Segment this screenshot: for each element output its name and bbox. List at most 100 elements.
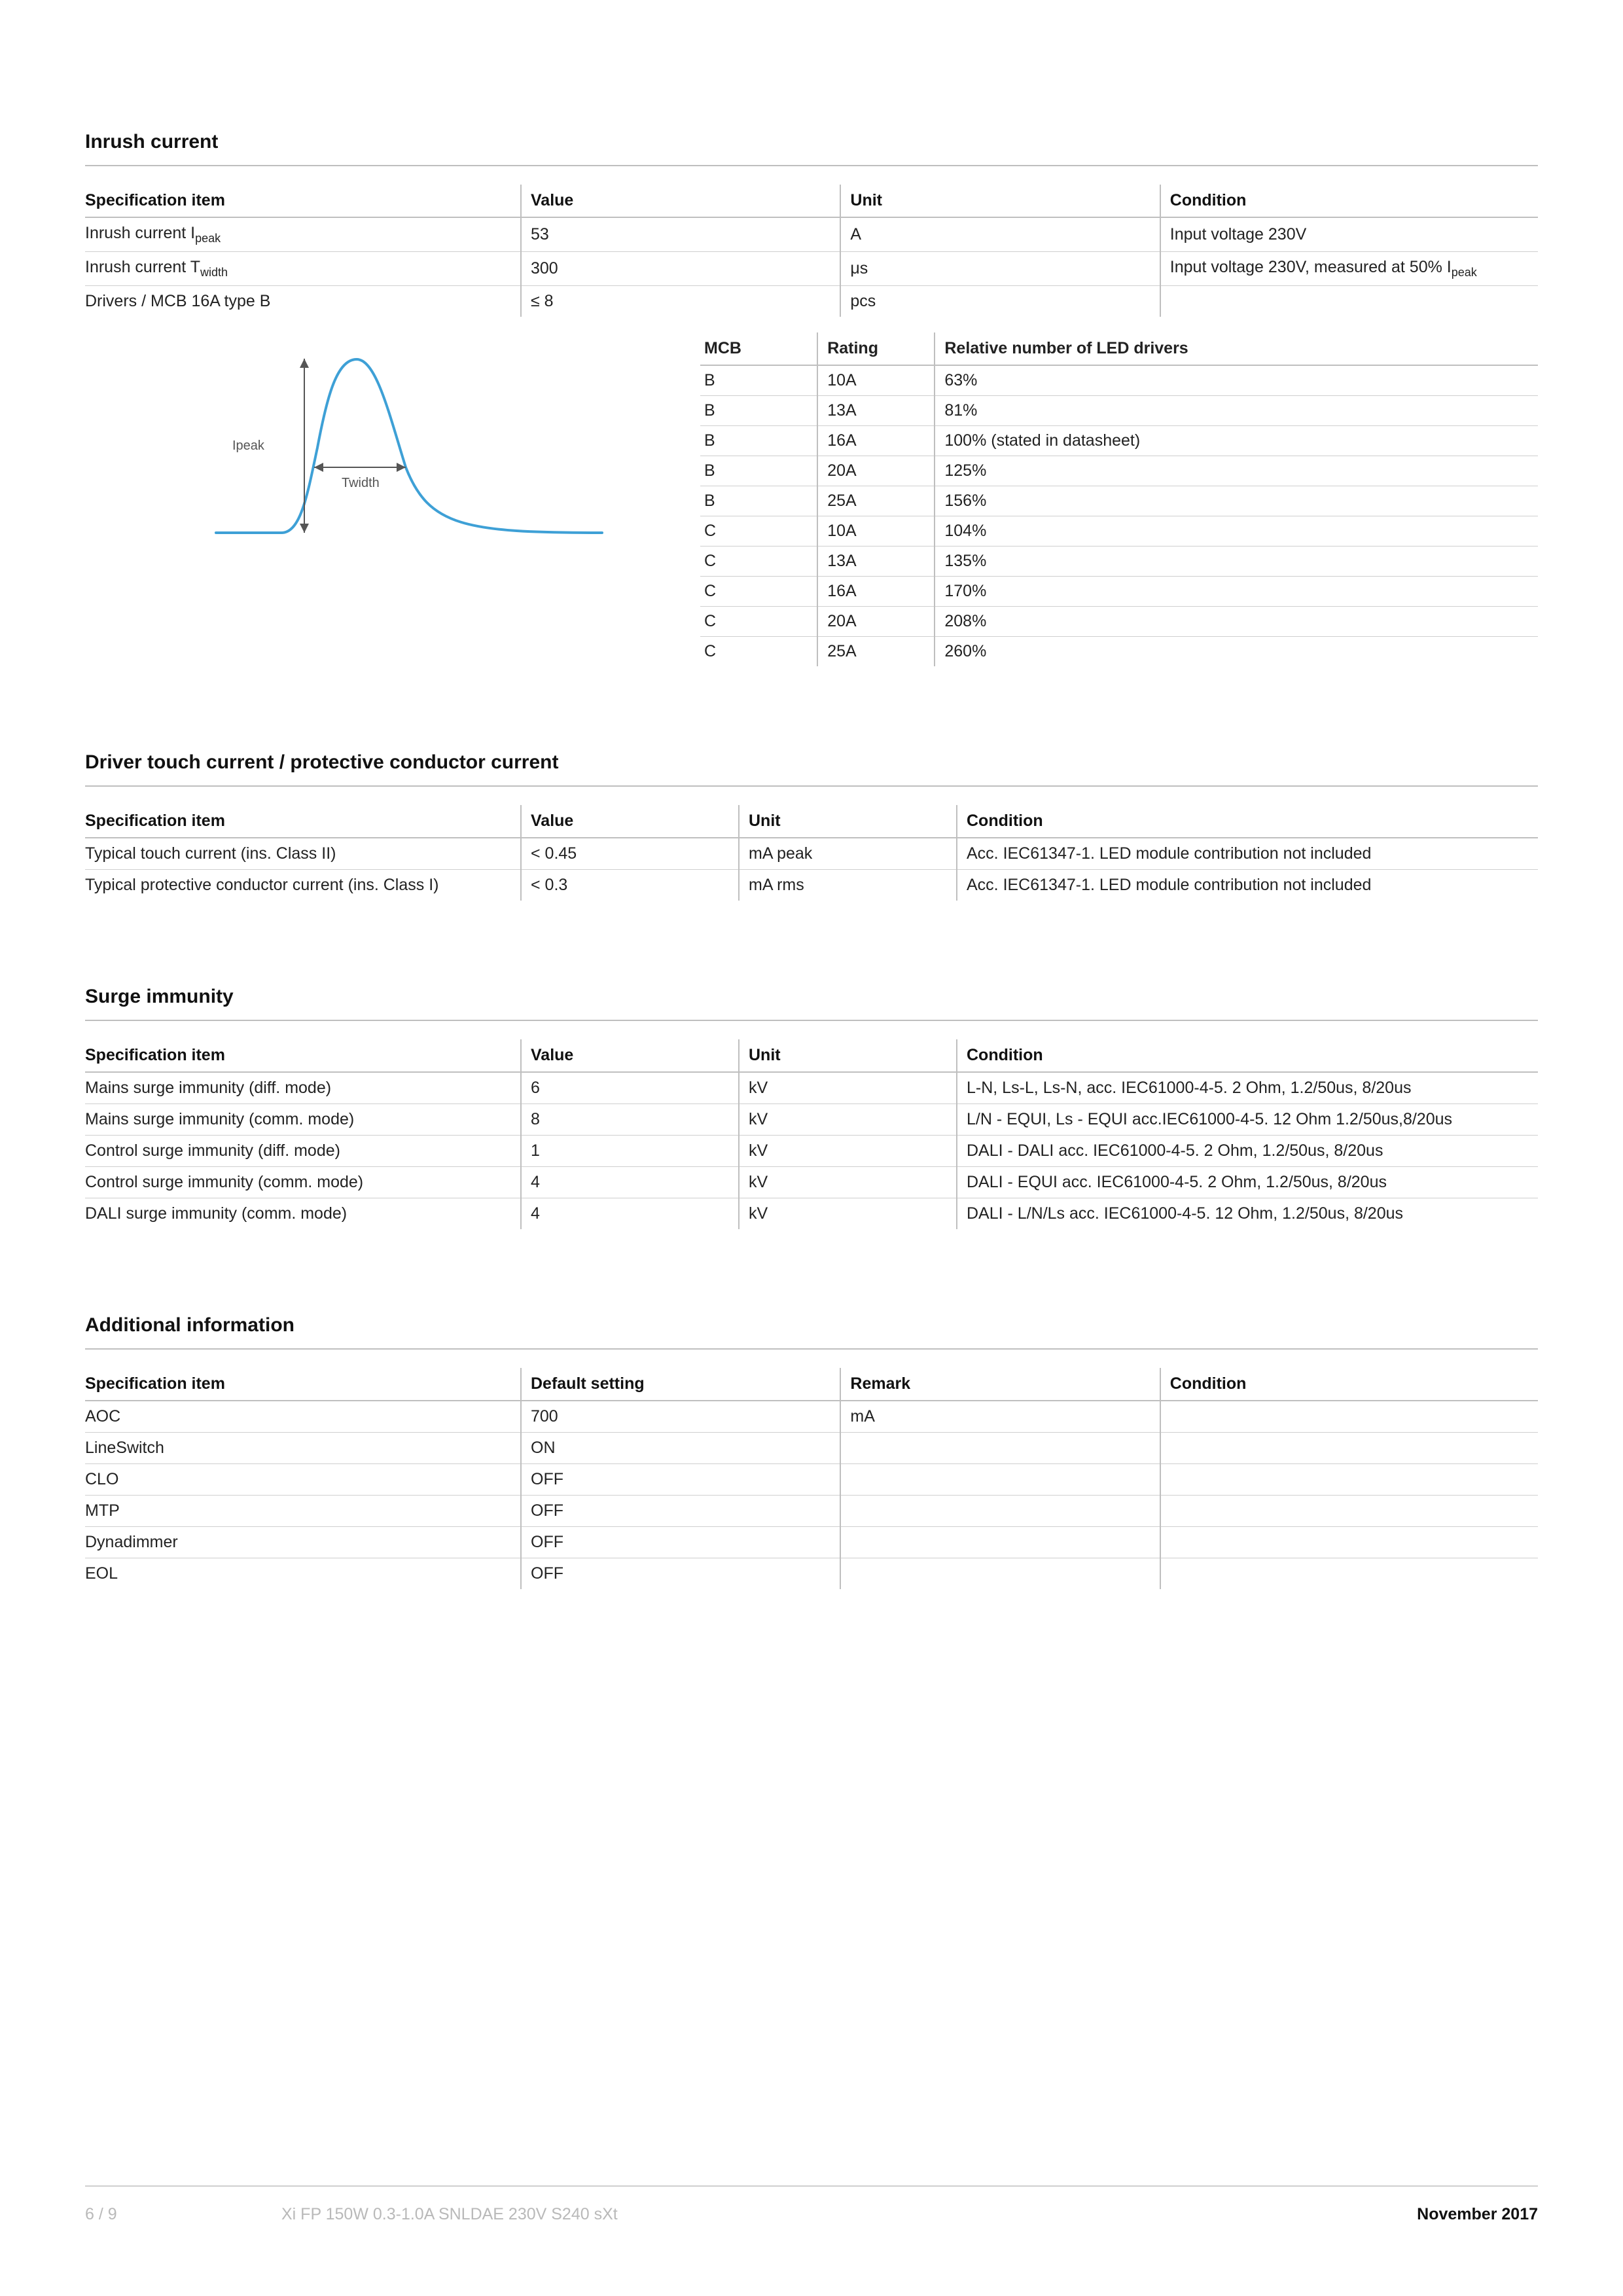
col-header: Condition: [957, 805, 1538, 838]
cell: OFF: [521, 1558, 840, 1590]
col-header: Unit: [739, 1039, 957, 1072]
table-row: B25A156%: [700, 486, 1538, 516]
inrush-two-col: IpeakTwidth MCBRatingRelative number of …: [85, 332, 1538, 666]
cell: < 0.3: [521, 870, 739, 901]
table-row: AOC700mA: [85, 1401, 1538, 1433]
table-row: C16A170%: [700, 577, 1538, 607]
cell: OFF: [521, 1527, 840, 1558]
cell: mA peak: [739, 838, 957, 870]
col-header: Condition: [1160, 185, 1538, 217]
cell: [1160, 1401, 1538, 1433]
cell: 4: [521, 1167, 739, 1198]
col-header: Specification item: [85, 1368, 521, 1401]
table-touch: Specification itemValueUnitConditionTypi…: [85, 805, 1538, 901]
col-header: Value: [521, 185, 840, 217]
cell: 16A: [817, 426, 935, 456]
section-touch: Driver touch current / protective conduc…: [85, 751, 1538, 901]
table-inrush: Specification itemValueUnitConditionInru…: [85, 185, 1538, 317]
col-header: Specification item: [85, 185, 521, 217]
col-header: Condition: [1160, 1368, 1538, 1401]
table-row: Control surge immunity (comm. mode)4kVDA…: [85, 1167, 1538, 1198]
cell: [1160, 286, 1538, 317]
table-row: C25A260%: [700, 637, 1538, 667]
cell: 135%: [935, 547, 1538, 577]
page-footer: 6 / 9 Xi FP 150W 0.3-1.0A SNLDAE 230V S2…: [85, 2185, 1538, 2224]
rule: [85, 165, 1538, 166]
cell: 6: [521, 1072, 739, 1104]
col-header: Specification item: [85, 805, 521, 838]
col-header: Specification item: [85, 1039, 521, 1072]
cell: 208%: [935, 607, 1538, 637]
cell: 20A: [817, 607, 935, 637]
table-row: CLOOFF: [85, 1464, 1538, 1496]
cell: B: [700, 486, 817, 516]
cell: Input voltage 230V, measured at 50% Ipea…: [1160, 252, 1538, 286]
table-mcb: MCBRatingRelative number of LED driversB…: [700, 332, 1538, 666]
mcb-table-box: MCBRatingRelative number of LED driversB…: [700, 332, 1538, 666]
footer-page: 6 / 9: [85, 2205, 281, 2224]
cell: CLO: [85, 1464, 521, 1496]
inrush-curve-svg: IpeakTwidth: [203, 336, 609, 572]
table-row: C10A104%: [700, 516, 1538, 547]
table-row: DALI surge immunity (comm. mode)4kVDALI …: [85, 1198, 1538, 1230]
cell: kV: [739, 1136, 957, 1167]
section-title-touch: Driver touch current / protective conduc…: [85, 751, 1538, 774]
footer-product: Xi FP 150W 0.3-1.0A SNLDAE 230V S240 sXt: [281, 2205, 1417, 2224]
cell: B: [700, 396, 817, 426]
cell: pcs: [840, 286, 1160, 317]
cell: Inrush current Twidth: [85, 252, 521, 286]
cell: Acc. IEC61347-1. LED module contribution…: [957, 870, 1538, 901]
cell: [840, 1433, 1160, 1464]
cell: 20A: [817, 456, 935, 486]
cell: kV: [739, 1167, 957, 1198]
cell: mA: [840, 1401, 1160, 1433]
cell: AOC: [85, 1401, 521, 1433]
col-header: MCB: [700, 332, 817, 365]
cell: DALI - L/N/Ls acc. IEC61000-4-5. 12 Ohm,…: [957, 1198, 1538, 1230]
table-row: Control surge immunity (diff. mode)1kVDA…: [85, 1136, 1538, 1167]
section-title-surge: Surge immunity: [85, 986, 1538, 1008]
cell: μs: [840, 252, 1160, 286]
rule: [85, 1348, 1538, 1350]
cell: 1: [521, 1136, 739, 1167]
table-row: B13A81%: [700, 396, 1538, 426]
inrush-chart: IpeakTwidth: [85, 332, 654, 666]
table-row: B10A63%: [700, 365, 1538, 396]
cell: L-N, Ls-L, Ls-N, acc. IEC61000-4-5. 2 Oh…: [957, 1072, 1538, 1104]
table-row: B20A125%: [700, 456, 1538, 486]
cell: L/N - EQUI, Ls - EQUI acc.IEC61000-4-5. …: [957, 1104, 1538, 1136]
table-row: Inrush current Twidth300μsInput voltage …: [85, 252, 1538, 286]
cell: 13A: [817, 396, 935, 426]
cell: 260%: [935, 637, 1538, 667]
cell: ON: [521, 1433, 840, 1464]
col-header: Unit: [840, 185, 1160, 217]
cell: 10A: [817, 516, 935, 547]
cell: 104%: [935, 516, 1538, 547]
footer-date: November 2017: [1417, 2205, 1538, 2224]
section-surge: Surge immunity Specification itemValueUn…: [85, 986, 1538, 1229]
cell: 300: [521, 252, 840, 286]
cell: [1160, 1558, 1538, 1590]
table-row: LineSwitchON: [85, 1433, 1538, 1464]
table-row: Mains surge immunity (comm. mode)8kVL/N …: [85, 1104, 1538, 1136]
section-inrush: Inrush current Specification itemValueUn…: [85, 131, 1538, 666]
cell: LineSwitch: [85, 1433, 521, 1464]
col-header: Unit: [739, 805, 957, 838]
cell: ≤ 8: [521, 286, 840, 317]
cell: [1160, 1464, 1538, 1496]
col-header: Value: [521, 1039, 739, 1072]
cell: OFF: [521, 1496, 840, 1527]
cell: DALI surge immunity (comm. mode): [85, 1198, 521, 1230]
cell: [840, 1558, 1160, 1590]
cell: Control surge immunity (comm. mode): [85, 1167, 521, 1198]
table-row: Typical touch current (ins. Class II)< 0…: [85, 838, 1538, 870]
cell: 25A: [817, 486, 935, 516]
table-row: Inrush current Ipeak53AInput voltage 230…: [85, 217, 1538, 252]
cell: Drivers / MCB 16A type B: [85, 286, 521, 317]
svg-text:Twidth: Twidth: [342, 476, 380, 490]
table-row: C20A208%: [700, 607, 1538, 637]
col-header: Relative number of LED drivers: [935, 332, 1538, 365]
cell: Mains surge immunity (comm. mode): [85, 1104, 521, 1136]
table-row: Mains surge immunity (diff. mode)6kVL-N,…: [85, 1072, 1538, 1104]
cell: A: [840, 217, 1160, 252]
